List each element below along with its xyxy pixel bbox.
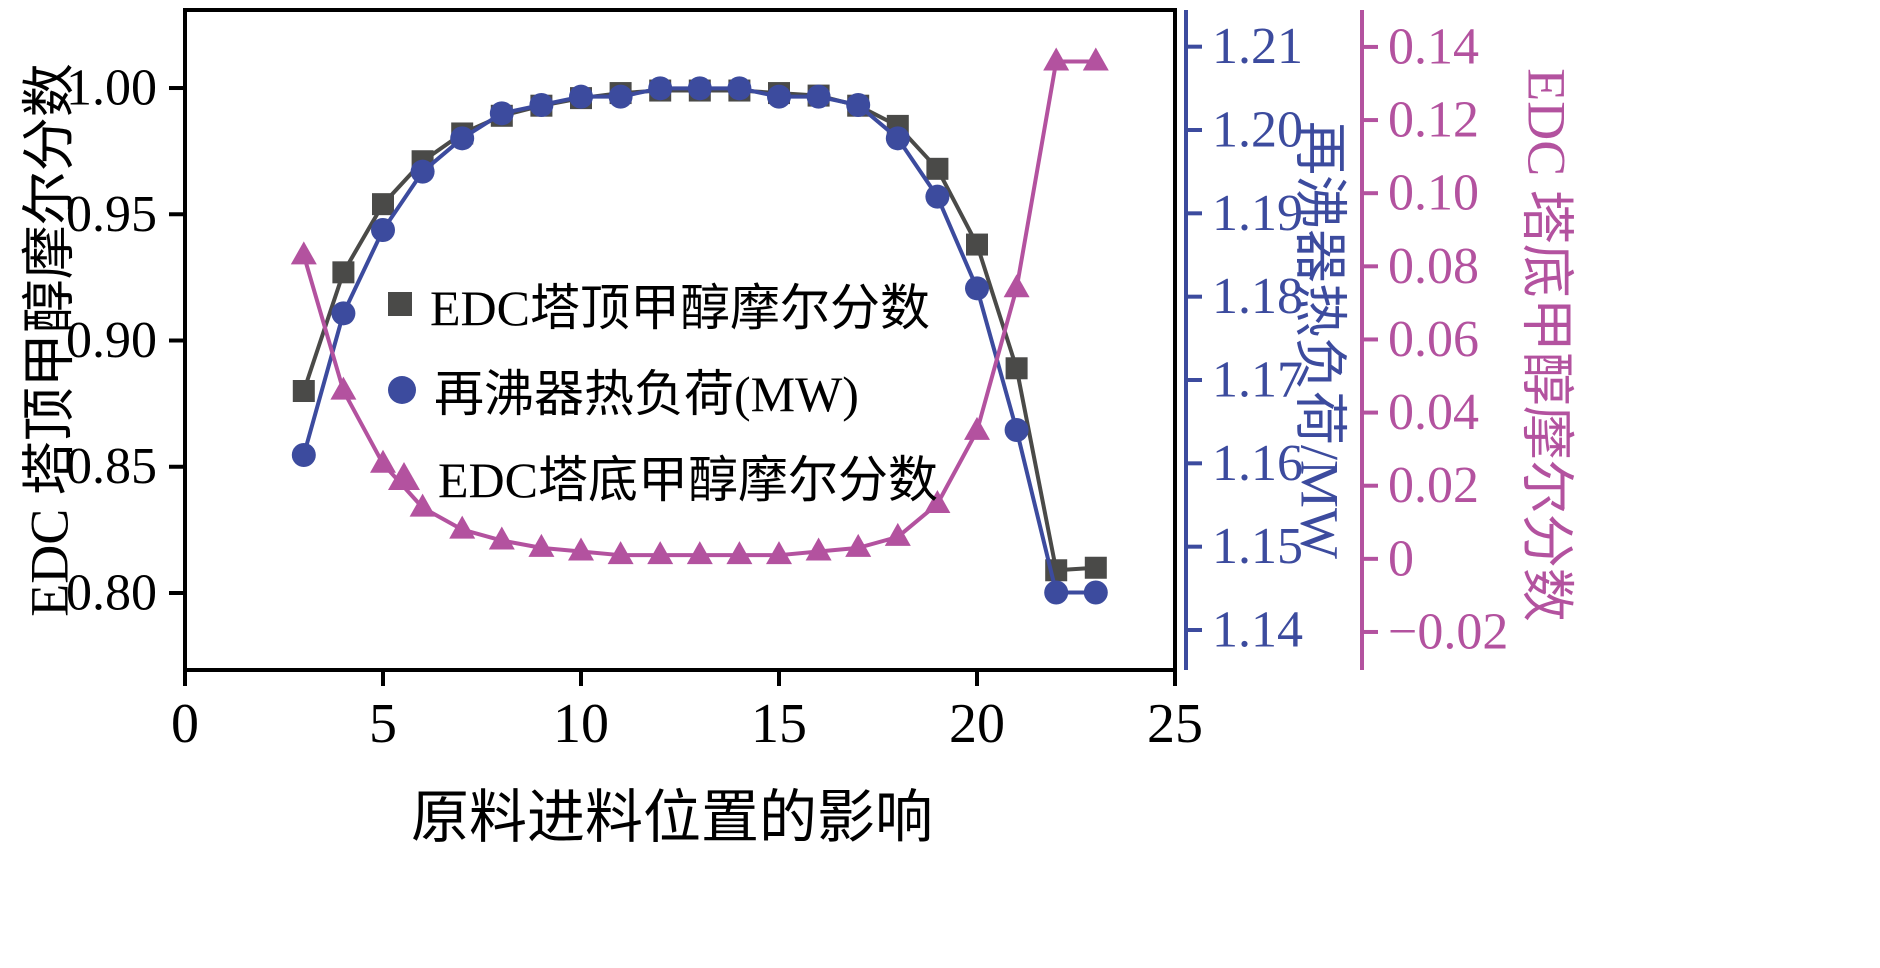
triangle-marker [290,241,317,265]
circle-marker [1083,580,1108,605]
right-axis-blue-title: 再沸器热负荷/MW [1289,121,1350,559]
triangle-marker-icon [388,462,420,490]
x-axis-title: 原料进料位置的影响 [410,785,934,850]
left-tick-label: 0.95 [66,186,157,243]
purple-tick-label: 0.14 [1388,18,1479,75]
legend-label: EDC塔底甲醇摩尔分数 [438,452,938,508]
purple-tick-label: 0.10 [1388,165,1479,222]
circle-marker [529,93,554,117]
circle-marker [489,101,514,126]
left-tick-label: 0.90 [66,312,157,369]
triangle-marker [449,515,476,539]
square-marker [1005,357,1028,380]
circle-marker [569,84,593,109]
triangle-marker [568,537,594,561]
square-marker [1084,556,1107,579]
blue-tick-label: 1.21 [1212,18,1303,75]
legend-item-2: EDC塔底甲醇摩尔分数 [388,440,938,512]
circle-marker [846,93,871,117]
circle-marker [450,126,475,151]
triangle-marker [488,526,515,550]
triangle-marker [805,537,832,561]
square-marker [966,233,988,256]
triangle-marker [1003,274,1030,298]
circle-marker [767,84,791,109]
purple-tick-label: 0.02 [1388,457,1479,514]
triangle-marker [686,541,713,565]
circle-marker [1004,418,1029,442]
purple-tick-label: 0.04 [1388,384,1479,441]
triangle-marker [845,533,872,557]
left-axis-title: EDC 塔顶甲醇摩尔分数 [19,63,80,617]
blue-tick-label: 1.18 [1212,268,1303,325]
triangle-marker [607,541,634,565]
circle-marker [885,126,910,151]
legend-item-0: EDC塔顶甲醇摩尔分数 [388,268,938,340]
legend-label: 再沸器热负荷(MW) [434,366,859,422]
triangle-marker [330,376,357,400]
right-axis-purple-title: EDC 塔底甲醇摩尔分数 [1516,68,1577,622]
legend-item-1: 再沸器热负荷(MW) [388,354,938,426]
legend-label: EDC塔顶甲醇摩尔分数 [430,280,930,336]
circle-marker [965,276,989,301]
circle-marker [925,184,950,209]
circle-marker [687,76,712,101]
circle-marker [727,76,752,101]
circle-marker [1044,580,1069,605]
square-marker [332,261,355,284]
chart-legend: EDC塔顶甲醇摩尔分数再沸器热负荷(MW) EDC塔底甲醇摩尔分数 [388,268,938,512]
blue-tick-label: 1.15 [1212,518,1303,575]
blue-tick-label: 1.17 [1212,352,1303,409]
blue-tick-label: 1.19 [1212,185,1303,242]
left-tick-label: 0.85 [66,438,157,495]
circle-marker [410,159,435,184]
left-tick-label: 1.00 [66,60,157,117]
circle-marker [371,218,395,242]
purple-tick-label: 0.08 [1388,238,1479,295]
triangle-marker [1082,47,1109,71]
triangle-marker [964,416,990,440]
blue-tick-label: 1.14 [1212,602,1303,659]
purple-tick-label: −0.02 [1388,603,1508,660]
blue-tick-label: 1.20 [1212,102,1303,159]
purple-tick-label: 0.06 [1388,311,1479,368]
triangle-marker [1043,47,1070,71]
circle-marker [291,443,316,467]
square-marker [292,380,315,403]
x-tick-label: 10 [553,693,609,755]
x-tick-label: 0 [171,693,199,755]
x-tick-label: 25 [1147,693,1203,755]
triangle-marker [528,533,555,557]
x-tick-label: 5 [369,693,397,755]
blue-tick-label: 1.16 [1212,435,1303,492]
triangle-marker [726,541,753,565]
x-tick-label: 20 [949,693,1005,755]
purple-tick-label: 0 [1388,530,1414,587]
x-tick-label: 15 [751,693,807,755]
circle-marker-icon [388,376,416,404]
triangle-marker [766,541,792,565]
triangle-marker [647,541,674,565]
left-tick-label: 0.80 [66,564,157,621]
square-marker-icon [388,292,412,316]
circle-marker [331,301,356,326]
circle-marker [608,84,633,109]
square-marker [926,157,949,180]
purple-tick-label: 0.12 [1388,92,1479,149]
triangle-marker [409,493,436,517]
circle-marker [806,84,831,109]
square-marker [372,193,394,216]
triangle-marker [884,522,911,546]
circle-marker [648,76,673,101]
triangle-marker [924,489,951,513]
